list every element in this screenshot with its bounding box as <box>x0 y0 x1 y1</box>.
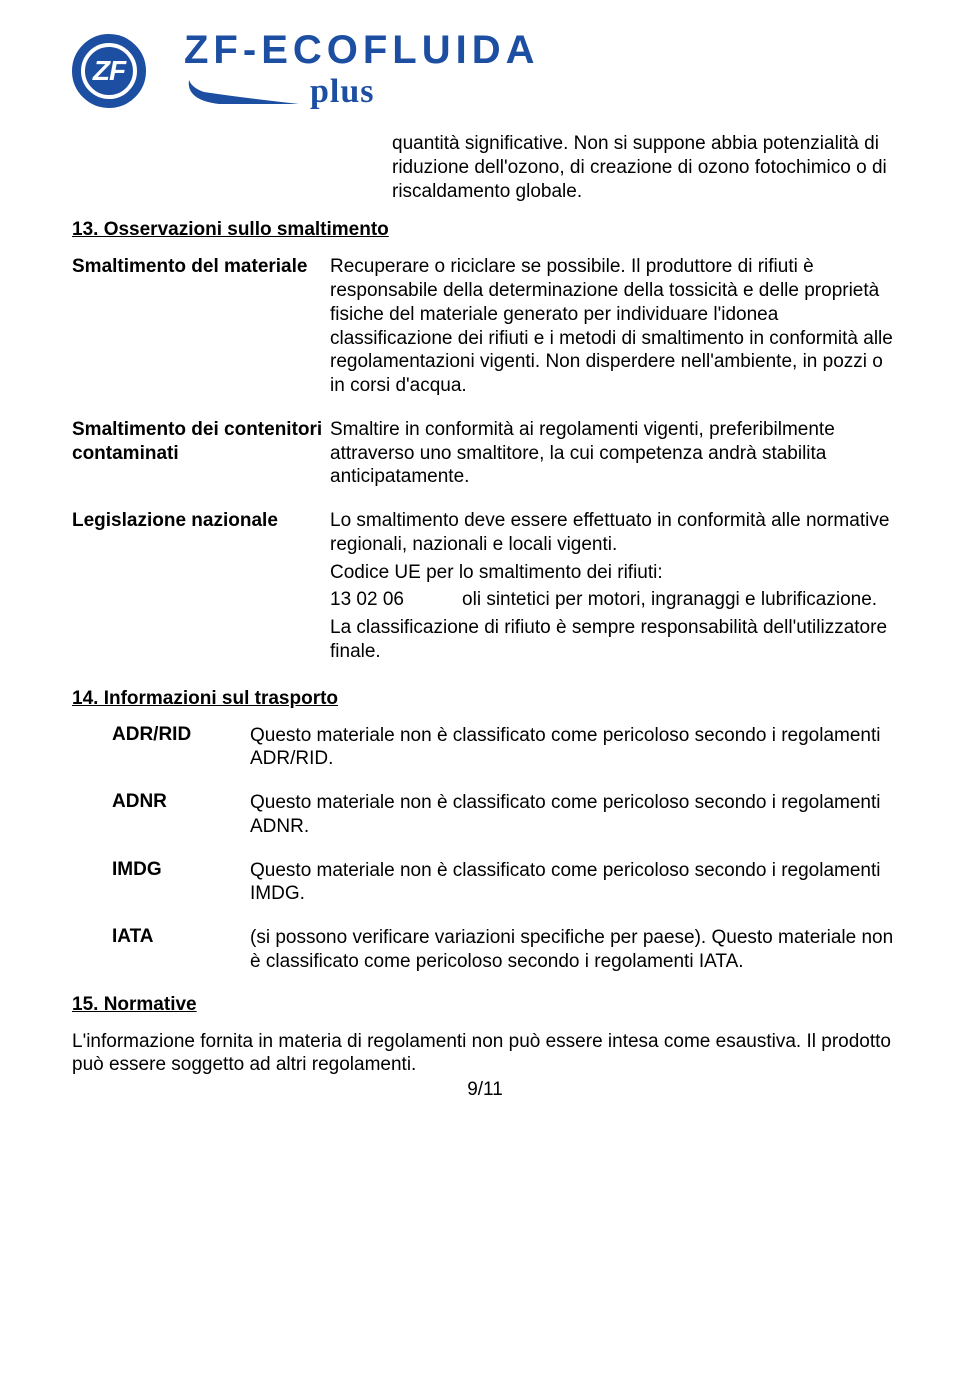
transport-adnr-value: Questo materiale non è classificato come… <box>250 791 898 839</box>
section-13-heading: 13. Osservazioni sullo smaltimento <box>72 219 898 241</box>
transport-adr-label: ADR/RID <box>112 724 250 746</box>
transport-adnr-label: ADNR <box>112 791 250 813</box>
legislation-line-3: 13 02 06 oli sintetici per motori, ingra… <box>330 588 898 612</box>
brand-text-block: ZF-ECOFLUIDA plus <box>184 30 540 112</box>
brand-plus-wrap: plus <box>184 72 540 112</box>
disposal-material-row: Smaltimento del materiale Recuperare o r… <box>72 255 898 398</box>
transport-imdg-value: Questo materiale non è classificato come… <box>250 859 898 907</box>
transport-imdg-row: IMDG Questo materiale non è classificato… <box>72 859 898 907</box>
legislation-line-1: Lo smaltimento deve essere effettuato in… <box>330 509 898 557</box>
disposal-containers-label: Smaltimento dei contenitori contaminati <box>72 418 330 466</box>
legislation-line-2: Codice UE per lo smaltimento dei rifiuti… <box>330 561 898 585</box>
brand-plus-text: plus <box>310 73 375 111</box>
intro-paragraph-block: quantità significative. Non si suppone a… <box>392 132 898 203</box>
disposal-containers-row: Smaltimento dei contenitori contaminati … <box>72 418 898 489</box>
legislation-line-4: La classificazione di rifiuto è sempre r… <box>330 616 898 664</box>
page-number: 9/11 <box>72 1079 898 1101</box>
section-14-heading: 14. Informazioni sul trasporto <box>72 688 898 710</box>
transport-iata-row: IATA (si possono verificare variazioni s… <box>72 926 898 974</box>
transport-adnr-row: ADNR Questo materiale non è classificato… <box>72 791 898 839</box>
transport-iata-label: IATA <box>112 926 250 948</box>
intro-paragraph: quantità significative. Non si suppone a… <box>392 132 898 203</box>
national-legislation-row: Legislazione nazionale Lo smaltimento de… <box>72 509 898 668</box>
transport-adr-row: ADR/RID Questo materiale non è classific… <box>72 724 898 772</box>
document-page: ZF ZF-ECOFLUIDA plus quantità significat… <box>0 0 960 1101</box>
zf-badge-icon: ZF <box>72 34 146 108</box>
disposal-material-value: Recuperare o riciclare se possibile. Il … <box>330 255 898 398</box>
zf-badge-text: ZF <box>93 55 125 87</box>
national-legislation-value: Lo smaltimento deve essere effettuato in… <box>330 509 898 668</box>
transport-imdg-label: IMDG <box>112 859 250 881</box>
disposal-material-label: Smaltimento del materiale <box>72 255 330 279</box>
logo-header: ZF ZF-ECOFLUIDA plus <box>72 30 898 112</box>
transport-adr-value: Questo materiale non è classificato come… <box>250 724 898 772</box>
brand-name: ZF-ECOFLUIDA <box>184 30 540 70</box>
national-legislation-label: Legislazione nazionale <box>72 509 330 533</box>
section-15-heading: 15. Normative <box>72 994 898 1016</box>
transport-iata-value: (si possono verificare variazioni specif… <box>250 926 898 974</box>
swoosh-icon <box>184 72 304 112</box>
disposal-containers-value: Smaltire in conformità ai regolamenti vi… <box>330 418 898 489</box>
section-15-paragraph: L'informazione fornita in materia di reg… <box>72 1030 898 1078</box>
